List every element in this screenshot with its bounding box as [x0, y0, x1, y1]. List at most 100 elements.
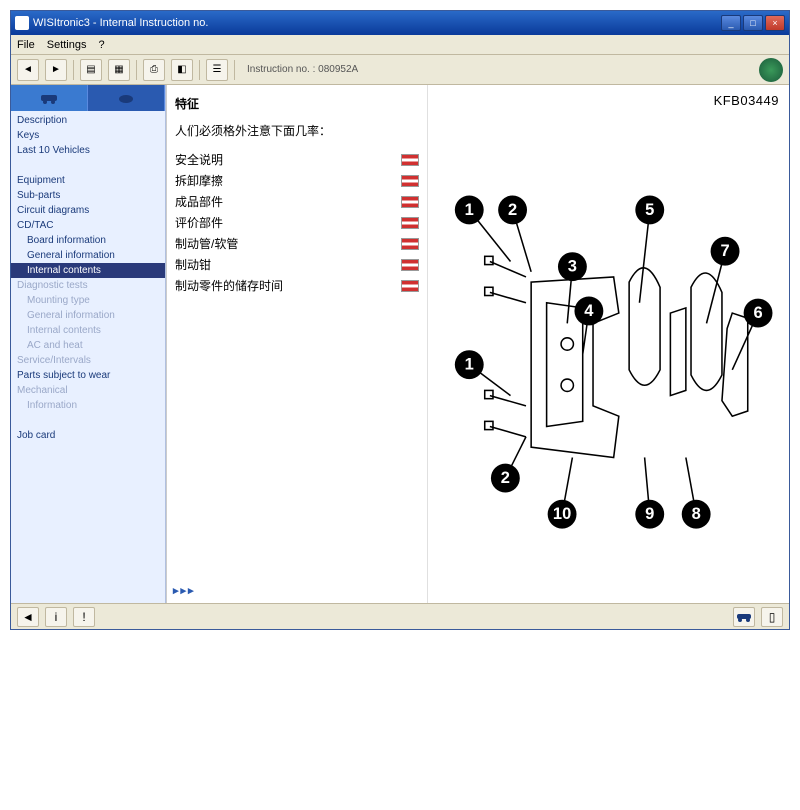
list-item-label: 制动管/软管	[175, 235, 401, 252]
statusbar: ◄ i ! ▯	[11, 603, 789, 629]
tool-button-1[interactable]: ▤	[80, 59, 102, 81]
svg-text:7: 7	[720, 242, 729, 260]
status-back-button[interactable]: ◄	[17, 607, 39, 627]
tree-item[interactable]: Keys	[11, 128, 165, 143]
close-button[interactable]: ×	[765, 15, 785, 31]
flag-icon	[401, 238, 419, 250]
tree-item[interactable]: Equipment	[11, 173, 165, 188]
sidebar-tabstrip	[11, 85, 165, 111]
tool-button-4[interactable]: ☰	[206, 59, 228, 81]
list-item-label: 拆卸摩擦	[175, 172, 401, 189]
diagram-panel: KFB03449	[427, 85, 789, 603]
list-item[interactable]: 制动钳	[175, 256, 419, 273]
window-buttons: _ □ ×	[721, 15, 785, 31]
list-item[interactable]: 评价部件	[175, 214, 419, 231]
svg-text:3: 3	[568, 258, 577, 276]
nav-fwd-button[interactable]: ►	[45, 59, 67, 81]
toolbar: ◄ ► ▤ ▦ ⎙ ◧ ☰ Instruction no. : 080952A	[11, 55, 789, 85]
list-item-label: 制动钳	[175, 256, 401, 273]
svg-text:1: 1	[465, 356, 474, 374]
window-title: WISItronic3 - Internal Instruction no.	[33, 17, 721, 29]
svg-text:4: 4	[584, 302, 594, 320]
list-item[interactable]: 制动管/软管	[175, 235, 419, 252]
list-item-label: 评价部件	[175, 214, 401, 231]
body: DescriptionKeysLast 10 Vehicles Equipmen…	[11, 85, 789, 603]
tree-item	[11, 158, 165, 173]
list-item[interactable]: 安全说明	[175, 151, 419, 168]
tree-item[interactable]: Sub-parts	[11, 188, 165, 203]
separator	[136, 60, 137, 80]
flag-icon	[401, 280, 419, 292]
svg-text:1: 1	[465, 201, 474, 219]
content-list: 安全说明拆卸摩擦成品部件评价部件制动管/软管制动钳制动零件的储存时间	[175, 151, 419, 294]
sidebar-tab-vehicle[interactable]	[11, 85, 88, 111]
app-icon	[15, 16, 29, 30]
car-icon	[39, 91, 59, 105]
tree-item[interactable]: Information	[11, 398, 165, 413]
content-heading: 特征	[175, 95, 419, 112]
tree-item[interactable]: Job card	[11, 428, 165, 443]
tree-item[interactable]: AC and heat	[11, 338, 165, 353]
navigation-tree: DescriptionKeysLast 10 Vehicles Equipmen…	[11, 111, 165, 603]
more-link[interactable]: ▸▸▸	[173, 584, 196, 597]
separator	[73, 60, 74, 80]
flag-icon	[401, 217, 419, 229]
maximize-button[interactable]: □	[743, 15, 763, 31]
tool-button-2[interactable]: ▦	[108, 59, 130, 81]
car-icon	[736, 611, 752, 623]
list-item-label: 成品部件	[175, 193, 401, 210]
status-car-button[interactable]	[733, 607, 755, 627]
tree-item[interactable]: General information	[11, 248, 165, 263]
menubar: File Settings ?	[11, 35, 789, 55]
cloud-icon	[116, 91, 136, 105]
tree-item[interactable]: Diagnostic tests	[11, 278, 165, 293]
status-doc-button[interactable]: ▯	[761, 607, 783, 627]
tool-button-3[interactable]: ◧	[171, 59, 193, 81]
tree-item[interactable]: Internal contents	[11, 323, 165, 338]
separator	[234, 60, 235, 80]
tree-item[interactable]: Description	[11, 113, 165, 128]
text-column: 特征 人们必须格外注意下面几率： 安全说明拆卸摩擦成品部件评价部件制动管/软管制…	[167, 85, 427, 603]
menu-file[interactable]: File	[17, 39, 35, 51]
tree-item[interactable]: Parts subject to wear	[11, 368, 165, 383]
tree-item[interactable]: Last 10 Vehicles	[11, 143, 165, 158]
tree-item[interactable]: CD/TAC	[11, 218, 165, 233]
tree-item[interactable]: Board information	[11, 233, 165, 248]
tree-item[interactable]: Mechanical	[11, 383, 165, 398]
application-window: WISItronic3 - Internal Instruction no. _…	[10, 10, 790, 630]
exploded-diagram: 1234576121098	[428, 85, 789, 603]
tree-item	[11, 413, 165, 428]
tree-item[interactable]: General information	[11, 308, 165, 323]
minimize-button[interactable]: _	[721, 15, 741, 31]
list-item-label: 制动零件的储存时间	[175, 277, 401, 294]
svg-text:8: 8	[692, 505, 701, 523]
nav-back-button[interactable]: ◄	[17, 59, 39, 81]
tree-item[interactable]: Service/Intervals	[11, 353, 165, 368]
flag-icon	[401, 196, 419, 208]
brand-logo-icon	[759, 58, 783, 82]
status-help-button[interactable]: i	[45, 607, 67, 627]
svg-text:2: 2	[508, 201, 517, 219]
svg-text:9: 9	[645, 505, 654, 523]
menu-settings[interactable]: Settings	[47, 39, 87, 51]
print-button[interactable]: ⎙	[143, 59, 165, 81]
tree-item[interactable]: Circuit diagrams	[11, 203, 165, 218]
sidebar: DescriptionKeysLast 10 Vehicles Equipmen…	[11, 85, 166, 603]
tree-item[interactable]: Internal contents	[11, 263, 165, 278]
list-item[interactable]: 制动零件的储存时间	[175, 277, 419, 294]
sidebar-tab-cloud[interactable]	[88, 85, 165, 111]
titlebar: WISItronic3 - Internal Instruction no. _…	[11, 11, 789, 35]
list-item[interactable]: 成品部件	[175, 193, 419, 210]
content-pane: 特征 人们必须格外注意下面几率： 安全说明拆卸摩擦成品部件评价部件制动管/软管制…	[166, 85, 789, 603]
menu-help[interactable]: ?	[98, 39, 104, 51]
separator	[199, 60, 200, 80]
flag-icon	[401, 154, 419, 166]
instruction-label: Instruction no. : 080952A	[247, 64, 358, 75]
list-item-label: 安全说明	[175, 151, 401, 168]
svg-text:2: 2	[501, 469, 510, 487]
svg-text:5: 5	[645, 201, 654, 219]
status-info-button[interactable]: !	[73, 607, 95, 627]
tree-item[interactable]: Mounting type	[11, 293, 165, 308]
list-item[interactable]: 拆卸摩擦	[175, 172, 419, 189]
content-intro: 人们必须格外注意下面几率：	[175, 122, 419, 139]
